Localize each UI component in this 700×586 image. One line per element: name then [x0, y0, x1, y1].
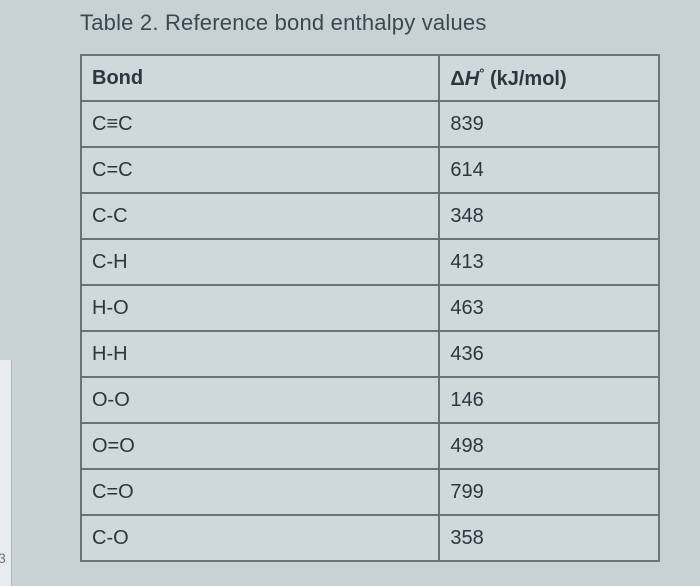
table-row: O-O 146 — [81, 377, 659, 423]
table-row: C-H 413 — [81, 239, 659, 285]
bond-cell: H-H — [81, 331, 439, 377]
value-cell: 413 — [439, 239, 659, 285]
bond-cell: C≡C — [81, 101, 439, 147]
table-row: H-H 436 — [81, 331, 659, 377]
table-row: C=O 799 — [81, 469, 659, 515]
column-header-bond: Bond — [81, 55, 439, 101]
table-title: Table 2. Reference bond enthalpy values — [80, 10, 680, 36]
column-header-enthalpy: ΔH° (kJ/mol) — [439, 55, 659, 101]
value-cell: 498 — [439, 423, 659, 469]
value-cell: 436 — [439, 331, 659, 377]
table-row: H-O 463 — [81, 285, 659, 331]
value-cell: 799 — [439, 469, 659, 515]
page-number: 3 — [0, 550, 6, 566]
value-cell: 348 — [439, 193, 659, 239]
table-body: C≡C 839 C=C 614 C-C 348 C-H 413 H-O 463 … — [81, 101, 659, 561]
value-cell: 463 — [439, 285, 659, 331]
content-area: Table 2. Reference bond enthalpy values … — [80, 10, 680, 562]
value-cell: 839 — [439, 101, 659, 147]
value-cell: 146 — [439, 377, 659, 423]
bond-cell: C-O — [81, 515, 439, 561]
table-row: C-O 358 — [81, 515, 659, 561]
bond-cell: H-O — [81, 285, 439, 331]
table-header-row: Bond ΔH° (kJ/mol) — [81, 55, 659, 101]
value-cell: 358 — [439, 515, 659, 561]
table-row: C-C 348 — [81, 193, 659, 239]
table-row: C=C 614 — [81, 147, 659, 193]
bond-cell: C-H — [81, 239, 439, 285]
bond-cell: O-O — [81, 377, 439, 423]
bond-enthalpy-table: Bond ΔH° (kJ/mol) C≡C 839 C=C 614 C-C 34… — [80, 54, 660, 562]
value-cell: 614 — [439, 147, 659, 193]
delta-h-label: ΔH° (kJ/mol) — [450, 68, 566, 90]
page-edge: 3 — [0, 360, 12, 586]
table-row: C≡C 839 — [81, 101, 659, 147]
bond-cell: O=O — [81, 423, 439, 469]
bond-cell: C-C — [81, 193, 439, 239]
table-row: O=O 498 — [81, 423, 659, 469]
bond-cell: C=C — [81, 147, 439, 193]
bond-cell: C=O — [81, 469, 439, 515]
